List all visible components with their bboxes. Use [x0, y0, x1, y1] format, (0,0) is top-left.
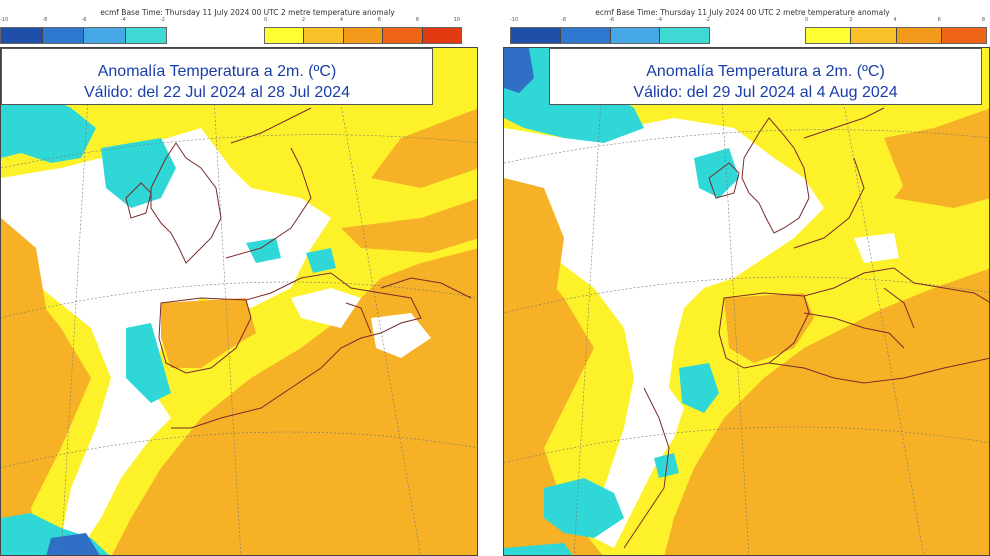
map-title-box: Anomalía Temperatura a 2m. (ºC) Válido: …	[1, 48, 433, 105]
anomaly-map-week2: Anomalía Temperatura a 2m. (ºC) Válido: …	[503, 47, 990, 556]
colorbar-cold-ticks: -10 -8 -6 -4 -2	[0, 17, 165, 23]
map-title: Anomalía Temperatura a 2m. (ºC)	[97, 63, 337, 80]
colorbar-warm-ticks: 0 2 4 6 8 10	[264, 17, 460, 23]
anomaly-map-svg	[504, 48, 989, 555]
map-title: Anomalía Temperatura a 2m. (ºC)	[646, 63, 885, 80]
colorbar-cold	[510, 27, 710, 44]
colorbar-cold-ticks: -10 -8 -6 -4 -2	[510, 17, 710, 23]
anomaly-map-svg	[1, 48, 477, 555]
run-info-header: ecmf Base Time: Thursday 11 July 2024 00…	[100, 8, 395, 17]
colorbar-cold	[0, 27, 167, 44]
colorbar-warm	[805, 27, 987, 44]
validity-period: Válido: del 22 Jul 2024 al 28 Jul 2024	[84, 84, 350, 101]
map-title-box: Anomalía Temperatura a 2m. (ºC) Válido: …	[549, 48, 982, 105]
anomaly-map-week1: Anomalía Temperatura a 2m. (ºC) Válido: …	[0, 47, 478, 556]
colorbar-warm-ticks: 0 2 4 6 8	[805, 17, 985, 23]
run-info-header: ecmf Base Time: Thursday 11 July 2024 00…	[595, 8, 890, 17]
forecast-panel-week1: -10 -8 -6 -4 -2 ecmf Base Time: Thursday…	[0, 8, 478, 556]
forecast-panel-week2: -10 -8 -6 -4 -2 ecmf Base Time: Thursday…	[495, 0, 990, 556]
colorbar-warm	[264, 27, 462, 44]
validity-period: Válido: del 29 Jul 2024 al 4 Aug 2024	[633, 84, 898, 101]
